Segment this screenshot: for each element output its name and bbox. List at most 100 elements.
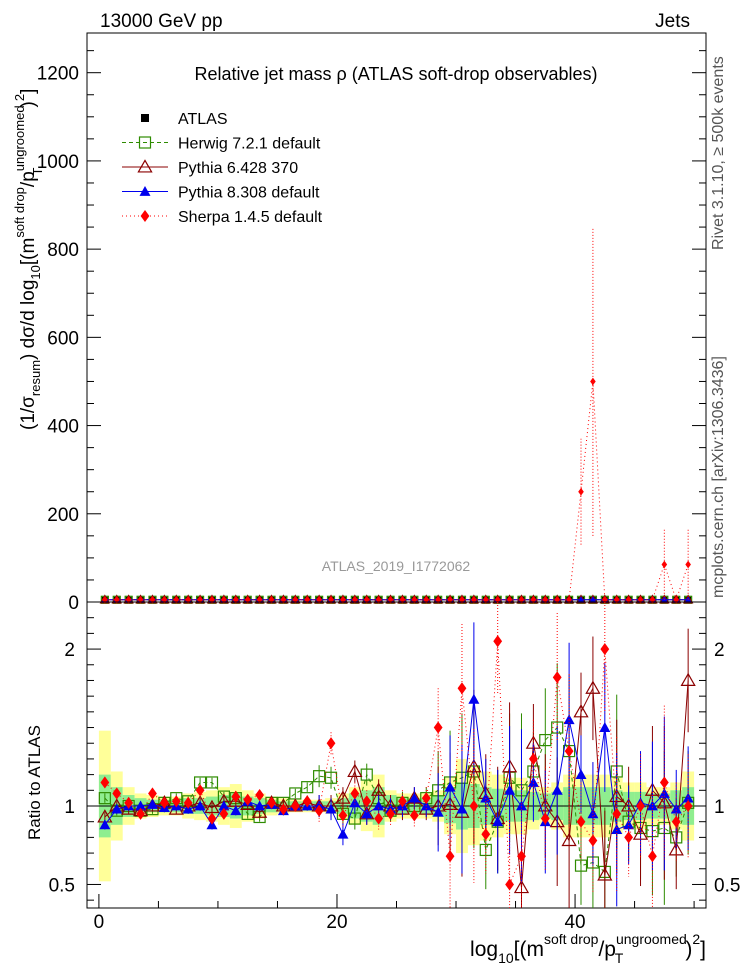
sherpa-marker: [112, 787, 122, 800]
herwig-marker: [301, 781, 314, 794]
sherpa-marker: [409, 809, 419, 822]
x-axis-label: log10[(msoft drop/pungroomed T)2]: [470, 931, 706, 966]
sherpa-marker: [244, 595, 251, 604]
sherpa-marker: [290, 799, 300, 813]
sherpa-marker: [433, 721, 443, 734]
sherpa-marker: [612, 807, 622, 820]
pythia6-marker: [251, 804, 268, 818]
herwig-marker: [138, 136, 152, 149]
main-y-axis-label: (1/σresum) dσ/d log10[(msoft drop/pungro…: [12, 89, 45, 430]
pythia6-marker: [587, 594, 599, 604]
pythia8-marker: [563, 714, 575, 725]
legend-label: Herwig 7.2.1 default: [178, 136, 321, 153]
sherpa-marker: [648, 850, 657, 863]
ratio-y-tick-label-right: 2: [714, 640, 725, 661]
ratio-series-sherpa-1-4-5-default: [100, 602, 693, 908]
header-energy: 13000 GeV pp: [100, 11, 223, 32]
sherpa-marker: [125, 595, 132, 604]
sherpa-marker: [350, 787, 360, 800]
pythia6-marker: [347, 763, 363, 778]
pythia8-marker: [504, 784, 516, 795]
pythia8-marker: [361, 808, 373, 819]
sherpa-marker: [183, 796, 193, 809]
atlas-marker: [141, 114, 149, 122]
pythia8-marker: [146, 798, 158, 809]
pythia8-marker: [527, 776, 539, 787]
sherpa-marker: [683, 799, 693, 813]
sherpa-marker: [113, 595, 120, 604]
sherpa-marker: [207, 812, 217, 825]
sherpa-marker: [280, 595, 287, 604]
sherpa-marker: [148, 787, 157, 800]
sherpa-marker: [588, 834, 598, 847]
pythia8-marker: [218, 800, 230, 811]
sherpa-marker: [398, 795, 407, 808]
x-tick-label: 20: [326, 912, 347, 933]
sherpa-marker: [197, 595, 203, 604]
pythia8-marker: [480, 792, 492, 803]
sherpa-marker: [421, 792, 431, 805]
sherpa-marker: [292, 595, 299, 604]
sherpa-marker: [185, 595, 191, 604]
pythia8-marker: [468, 693, 480, 704]
sherpa-marker: [399, 595, 406, 604]
sherpa-marker: [279, 803, 288, 816]
herwig-marker: [574, 859, 588, 872]
main-y-tick-label: 400: [47, 417, 79, 438]
sherpa-marker: [625, 595, 632, 604]
pythia8-marker: [254, 800, 266, 811]
ratio-y-tick-label: 1: [64, 797, 75, 818]
sherpa-marker: [506, 595, 513, 604]
pythia6-marker: [513, 879, 530, 894]
sherpa-marker: [671, 815, 681, 828]
pythia8-marker: [432, 806, 444, 817]
sherpa-marker: [469, 799, 479, 813]
herwig-marker: [360, 768, 373, 781]
pythia6-marker: [137, 159, 153, 173]
main-y-ticks: 0 200 400 600 800 1000 1200: [37, 50, 706, 614]
sherpa-marker: [481, 828, 491, 841]
pythia8-marker: [230, 805, 242, 816]
herwig-marker: [205, 776, 219, 789]
pythia8-marker: [373, 800, 385, 811]
x-tick-label: 40: [564, 912, 585, 933]
ratio-y-tick-label-right: 1: [714, 797, 725, 818]
main-y-tick-label: 1200: [37, 64, 79, 85]
sherpa-marker: [302, 795, 312, 808]
ratio-y-tick-label: 2: [64, 640, 75, 661]
legend: ATLAS Herwig 7.2.1 default Pythia 6.428 37…: [122, 111, 323, 226]
sherpa-marker: [471, 595, 477, 604]
sherpa-marker: [149, 595, 156, 604]
ratio-y-axis-label: Ratio to ATLAS: [25, 725, 44, 840]
pythia6-marker: [561, 832, 577, 847]
sherpa-marker: [374, 812, 384, 825]
header-category: Jets: [655, 11, 690, 32]
ratio-y-tick-label: 0.5: [49, 875, 75, 896]
main-series: [99, 227, 694, 604]
pythia8-marker: [194, 800, 206, 811]
sherpa-marker: [326, 737, 336, 750]
pythia8-marker: [325, 803, 337, 814]
sherpa-marker: [352, 595, 358, 604]
sherpa-marker: [447, 595, 453, 604]
sherpa-marker: [600, 643, 610, 656]
sherpa-marker: [459, 595, 465, 604]
sherpa-marker: [411, 595, 418, 604]
legend-entry: Pythia 6.428 370: [122, 159, 298, 177]
pythia8-marker: [337, 828, 349, 839]
sherpa-main-errorbars: [580, 227, 689, 600]
pythia8-marker: [456, 803, 468, 814]
sherpa-marker: [243, 793, 253, 806]
sherpa-marker: [221, 595, 227, 604]
sherpa-marker: [375, 595, 382, 604]
sherpa-marker: [445, 850, 455, 863]
legend-label: Sherpa 1.4.5 default: [178, 209, 323, 226]
sherpa-marker: [173, 595, 180, 604]
sherpa-marker: [267, 796, 276, 809]
pythia8-marker: [682, 792, 694, 803]
sherpa-marker: [363, 595, 370, 604]
ratio-ticks: 0.5 0.51 12 20 20 40: [49, 617, 740, 933]
sherpa-marker: [338, 809, 348, 822]
pythia8-marker: [611, 824, 623, 834]
